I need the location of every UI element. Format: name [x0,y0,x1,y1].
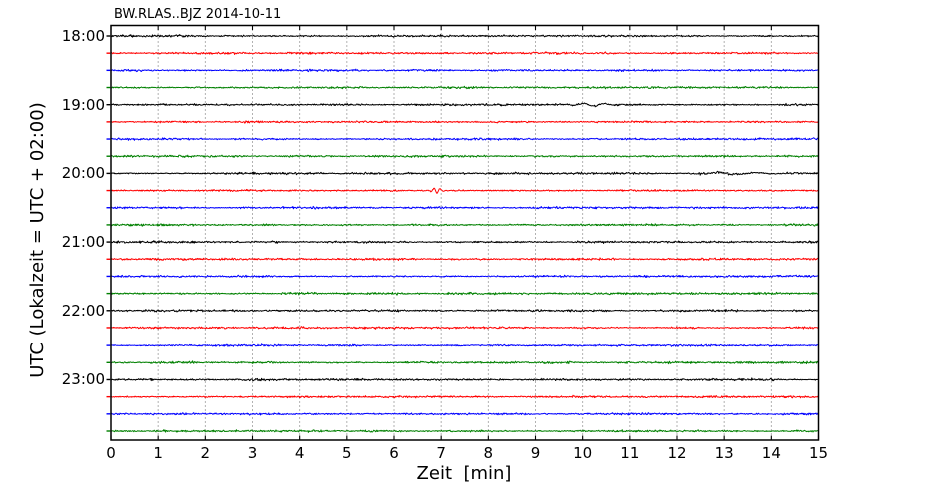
x-tick-label: 9 [530,444,541,462]
y-tick-label: 20:00 [61,164,105,183]
seismogram-trace-1845 [110,85,819,90]
x-tick-label: 4 [294,444,305,462]
seismogram-trace-2015 [110,187,819,194]
y-tick-label: 21:00 [61,233,105,252]
seismogram-trace-2345 [111,429,819,433]
x-tick-label: 8 [483,444,494,462]
seismogram-trace-2315 [110,394,819,399]
seismogram-trace-1945 [110,154,819,158]
x-tick-label: 14 [761,444,781,462]
y-tick-label: 19:00 [61,95,105,114]
seismogram-trace-2245 [110,360,819,365]
seismogram-trace-2330 [110,412,819,416]
plot-frame [110,24,820,441]
seismogram-trace-1830 [110,68,819,73]
seismogram-trace-1815 [110,51,819,55]
seismogram-trace-2045 [110,223,819,227]
x-tick-label: 2 [200,444,211,462]
x-tick-label: 12 [667,444,687,462]
y-tick-label: 23:00 [61,370,105,389]
seismogram-trace-2215 [110,326,819,330]
x-tick-label: 5 [342,444,352,462]
x-tick-label: 15 [808,444,829,462]
seismogram-trace-1930 [110,137,819,141]
y-tick-label: 22:00 [61,301,105,320]
x-tick-label: 10 [573,444,593,462]
x-tick-label: 6 [389,444,399,462]
seismogram-trace-1900 [110,102,819,108]
x-tick-label: 3 [247,444,258,462]
x-tick-label: 13 [714,444,734,462]
seismogram-trace-2130 [110,274,819,279]
seismogram-trace-2115 [110,257,819,261]
x-tick-label: 7 [436,444,446,462]
x-tick-label: 0 [106,444,116,462]
seismogram-trace-1800 [110,34,819,38]
x-axis-label: Zeit [min] [416,463,512,484]
x-tick-label: 11 [620,444,640,462]
seismogram-trace-2100 [110,240,819,244]
seismogram-trace-2145 [110,291,819,296]
seismogram-trace-2000 [110,170,819,176]
y-tick-label: 18:00 [61,27,105,45]
seismogram-trace-1915 [111,120,819,124]
x-tick-label: 1 [153,444,163,462]
seismogram-trace-2300 [110,377,819,382]
plot-title: BW.RLAS..BJZ 2014-10-11 [114,7,282,22]
seismogram-trace-2200 [110,308,819,313]
seismogram-trace-2230 [110,343,819,347]
seismogram-trace-2030 [110,205,819,210]
